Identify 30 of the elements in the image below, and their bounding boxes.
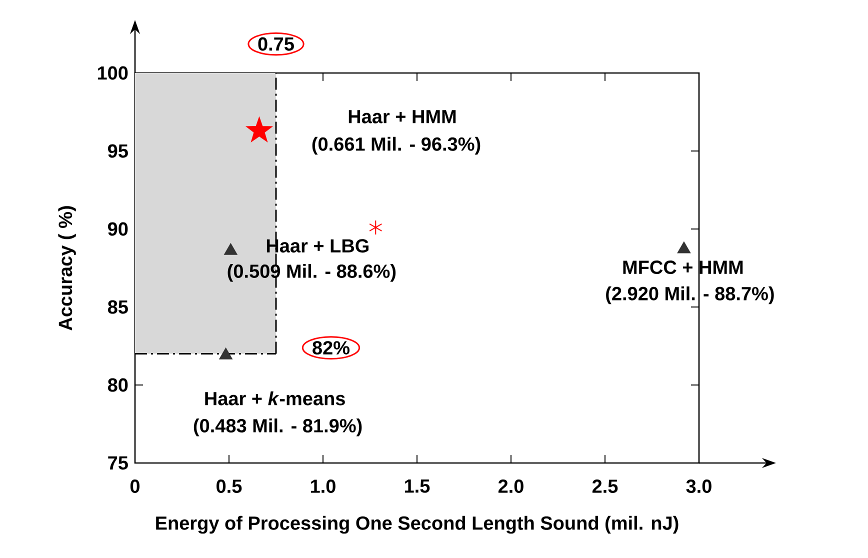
annotation: MFCC + HMM	[623, 260, 743, 274]
y-tick-label: 95	[108, 144, 128, 158]
y-tick-label: 85	[108, 300, 128, 314]
x-tick-label: 0.5	[216, 480, 242, 493]
y-tick-label: 75	[108, 456, 128, 470]
x-axis-title: Energy of Processing One Second Length Sound (mil. nJ)	[156, 516, 678, 534]
annotation: Haar + LBG	[266, 239, 368, 253]
annotation: (0.509 Mil. - 88.6%)	[228, 264, 396, 282]
annotation: Haar + HMM	[348, 110, 456, 124]
x-tick-label: 1.5	[404, 480, 430, 493]
point	[369, 220, 382, 235]
annotation: Haar + k-means	[205, 391, 345, 406]
x-tick-label: 2.5	[592, 480, 618, 493]
ref-line-label: 82%	[312, 341, 350, 355]
annotation: (0.483 Mil. - 81.9%)	[194, 418, 362, 436]
y-axis-title: Accuracy ( %)	[58, 206, 76, 330]
x-tick-label: 3.0	[686, 480, 712, 494]
x-tick-label: 0	[130, 480, 140, 493]
point	[219, 348, 232, 360]
x-tick-label: 2.0	[498, 480, 524, 493]
x-tick-label: 1.0	[310, 480, 336, 493]
point	[224, 243, 238, 255]
annotation: (2.920 Mil. - 88.7%)	[606, 286, 774, 304]
y-tick-label: 80	[108, 378, 128, 392]
point	[677, 242, 691, 254]
y-tick-label: 100	[98, 66, 128, 80]
y-tick-label: 90	[108, 222, 128, 236]
point	[246, 117, 272, 142]
annotation: (0.661 Mil. - 96.3%)	[312, 136, 480, 155]
ref-line-label: 0.75	[258, 37, 294, 51]
